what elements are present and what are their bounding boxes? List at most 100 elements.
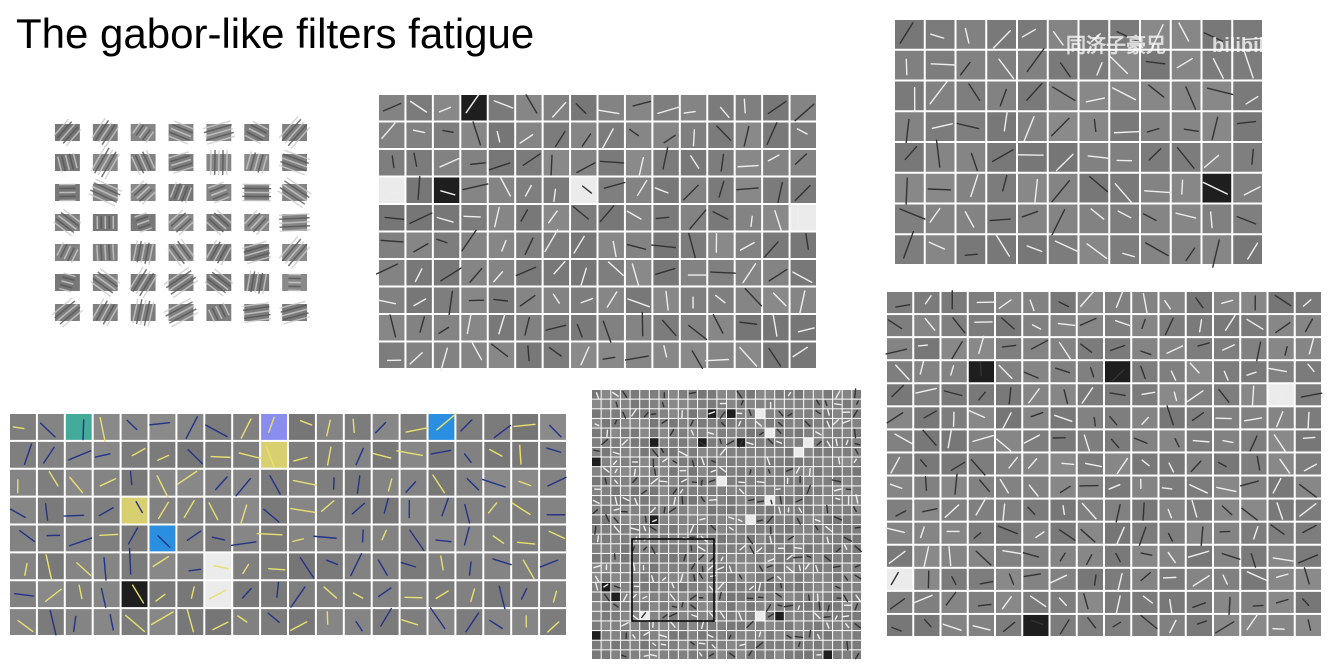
filter-cell bbox=[1159, 614, 1185, 636]
filter-cell bbox=[261, 581, 287, 608]
filter-cell bbox=[698, 428, 707, 438]
filter-cell bbox=[727, 611, 736, 621]
filter-edge bbox=[429, 607, 446, 630]
filter-edge bbox=[669, 620, 676, 628]
filter-cell bbox=[746, 534, 755, 544]
filter-cell bbox=[678, 650, 688, 659]
filter-cell bbox=[775, 631, 784, 640]
filter-cell bbox=[755, 467, 765, 476]
filter-edge bbox=[708, 411, 716, 415]
filter-edge bbox=[815, 564, 819, 572]
filter-cell bbox=[1241, 292, 1267, 314]
filter-edge bbox=[1059, 485, 1071, 494]
filter-cell bbox=[1233, 112, 1262, 141]
filter-cell bbox=[736, 611, 746, 621]
filter-edge bbox=[915, 387, 938, 394]
filter-cell bbox=[316, 553, 343, 580]
filter-cell bbox=[461, 177, 487, 203]
filter-edge bbox=[240, 504, 248, 525]
filter-cell bbox=[1241, 384, 1267, 406]
filter-cell bbox=[669, 476, 678, 486]
filter-edge bbox=[263, 508, 280, 523]
filter-cell bbox=[887, 522, 913, 544]
filter-cell bbox=[784, 631, 794, 640]
filter-cell bbox=[659, 438, 669, 447]
filter-cell bbox=[1241, 361, 1267, 383]
filter-edge bbox=[210, 455, 231, 459]
filter-cell bbox=[1202, 173, 1232, 203]
filter-cell bbox=[1018, 143, 1047, 172]
filter-edge bbox=[573, 235, 585, 254]
filter-cell bbox=[1171, 81, 1201, 111]
filter-edge bbox=[128, 547, 132, 575]
filter-edge bbox=[689, 209, 707, 230]
filter-stripe bbox=[280, 160, 307, 172]
filter-cell bbox=[688, 631, 698, 640]
filter-edge bbox=[887, 319, 903, 330]
filter-edge bbox=[992, 30, 1012, 49]
filter-edge bbox=[1228, 596, 1231, 616]
filter-cell bbox=[833, 515, 842, 524]
filter-edge bbox=[766, 457, 771, 466]
filter-edge bbox=[826, 504, 829, 514]
filter-cell bbox=[1023, 499, 1049, 521]
filter-edge bbox=[414, 268, 423, 283]
filter-edge bbox=[991, 149, 1014, 163]
filter-cell bbox=[833, 573, 842, 582]
filter-stripe bbox=[248, 127, 265, 138]
filter-cell bbox=[630, 409, 640, 418]
filter-edge bbox=[622, 390, 628, 399]
filter-edge bbox=[665, 290, 669, 311]
filter-edge bbox=[547, 210, 558, 224]
filter-edge bbox=[550, 154, 553, 176]
filter-cell bbox=[592, 399, 601, 409]
filter-cell bbox=[833, 544, 842, 553]
filter-edge bbox=[737, 518, 743, 523]
filter-cell bbox=[775, 515, 784, 524]
filter-cell bbox=[735, 95, 762, 121]
filter-cell bbox=[717, 476, 726, 486]
filter-edge bbox=[768, 268, 788, 282]
filter-cell bbox=[640, 457, 649, 467]
filter-edge bbox=[654, 187, 669, 194]
filter-cell bbox=[372, 581, 399, 608]
filter-cell bbox=[372, 469, 399, 496]
filter-stripe bbox=[170, 276, 197, 295]
filter-edge bbox=[1255, 341, 1262, 363]
filter-cell bbox=[823, 486, 833, 496]
filter-cell bbox=[1233, 50, 1262, 80]
filter-edge bbox=[748, 650, 753, 657]
filter-edge bbox=[737, 164, 759, 168]
filter-stripe bbox=[90, 189, 118, 203]
filter-cell bbox=[344, 609, 371, 635]
filter-edge bbox=[1001, 344, 1017, 348]
filter-cell bbox=[746, 486, 755, 496]
filter-cell bbox=[852, 544, 861, 553]
filter-cell bbox=[784, 592, 794, 602]
filter-cell bbox=[1159, 499, 1185, 521]
filter-cell bbox=[669, 592, 678, 602]
filter-cell bbox=[736, 515, 746, 524]
filter-cell bbox=[678, 438, 688, 447]
filter-stripe bbox=[204, 127, 233, 138]
filter-edge bbox=[1021, 28, 1037, 38]
filter-edge bbox=[927, 188, 952, 191]
filter-edge bbox=[649, 525, 657, 532]
filter-cell bbox=[804, 409, 813, 418]
filter-edge bbox=[651, 449, 659, 458]
filter-edge bbox=[719, 466, 728, 474]
filter-stripe bbox=[145, 131, 155, 143]
filter-edge bbox=[638, 156, 645, 178]
filter-cell bbox=[914, 591, 940, 613]
filter-cell bbox=[941, 361, 967, 383]
filter-cell bbox=[842, 582, 852, 592]
filter-edge bbox=[1168, 598, 1173, 614]
filter-edge bbox=[1058, 301, 1070, 308]
filter-cell bbox=[1159, 522, 1185, 544]
filter-edge bbox=[491, 343, 509, 358]
filter-edge bbox=[999, 88, 1008, 107]
filter-cell bbox=[755, 515, 765, 524]
filter-edge bbox=[766, 122, 778, 145]
filter-cell bbox=[842, 390, 852, 399]
filter-cell bbox=[784, 447, 794, 457]
